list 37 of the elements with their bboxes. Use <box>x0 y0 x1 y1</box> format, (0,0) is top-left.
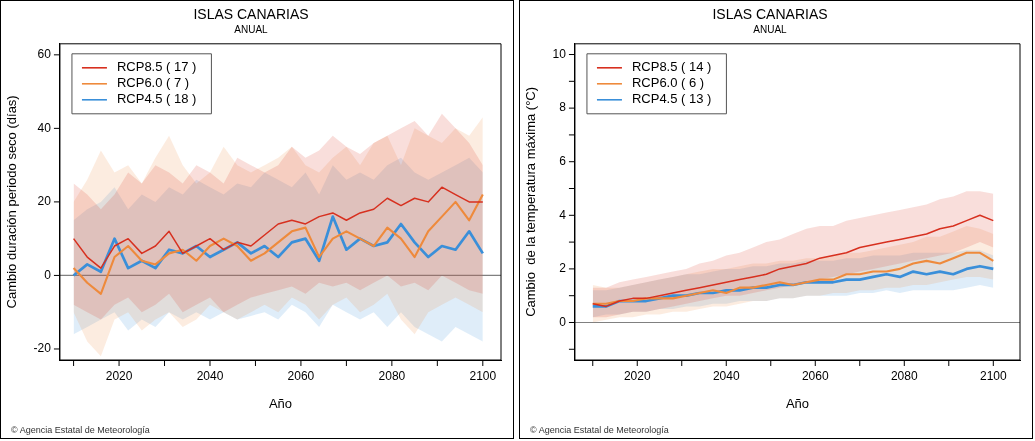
y-tick-label: 20 <box>37 194 52 209</box>
y-tick-label: 6 <box>559 154 567 169</box>
x-tick-label: 2080 <box>378 368 406 383</box>
x-tick-label: 2080 <box>890 368 918 383</box>
y-tick-label: 4 <box>559 207 567 222</box>
x-tick-label: 2020 <box>105 368 133 383</box>
legend-label: RCP4.5 ( 13 ) <box>631 91 712 107</box>
x-axis-title: Año <box>268 395 293 411</box>
y-tick-label: 0 <box>559 314 567 329</box>
y-axis-title: Cambio de la temperatura máxima (°C) <box>523 86 539 317</box>
text: © Agencia Estatal de Meteorología <box>11 425 150 435</box>
y-tick-label: -20 <box>33 341 52 356</box>
x-tick-label: 2100 <box>469 368 497 383</box>
chart-title: ISLAS CANARIAS <box>712 6 828 23</box>
y-tick-label: 60 <box>37 47 52 62</box>
x-tick-label: 2060 <box>801 368 829 383</box>
x-tick-label: 2040 <box>712 368 740 383</box>
y-tick-label: 10 <box>552 46 567 61</box>
legend-label: RCP4.5 ( 18 ) <box>116 91 197 107</box>
y-tick-label: 8 <box>559 100 567 115</box>
y-axis-title: Cambio duración periodo seco (días) <box>4 95 20 309</box>
legend-label: RCP6.0 ( 6 ) <box>631 75 705 91</box>
legend-label: RCP8.5 ( 17 ) <box>116 59 197 75</box>
x-tick-label: 2100 <box>979 368 1007 383</box>
chart-subtitle: ANUAL <box>234 23 269 35</box>
chart-subtitle: ANUAL <box>753 23 788 35</box>
y-tick-label: 40 <box>37 120 52 135</box>
legend-label: RCP8.5 ( 14 ) <box>631 59 712 75</box>
legend-label: RCP6.0 ( 7 ) <box>116 75 190 91</box>
x-tick-label: 2060 <box>287 368 315 383</box>
text: © Agencia Estatal de Meteorología <box>530 425 669 435</box>
y-tick-label: 2 <box>559 261 567 276</box>
y-tick-label: 0 <box>44 267 52 282</box>
x-axis-title: Año <box>785 395 810 411</box>
x-tick-label: 2020 <box>623 368 651 383</box>
chart-title: ISLAS CANARIAS <box>193 6 309 23</box>
x-tick-label: 2040 <box>196 368 224 383</box>
